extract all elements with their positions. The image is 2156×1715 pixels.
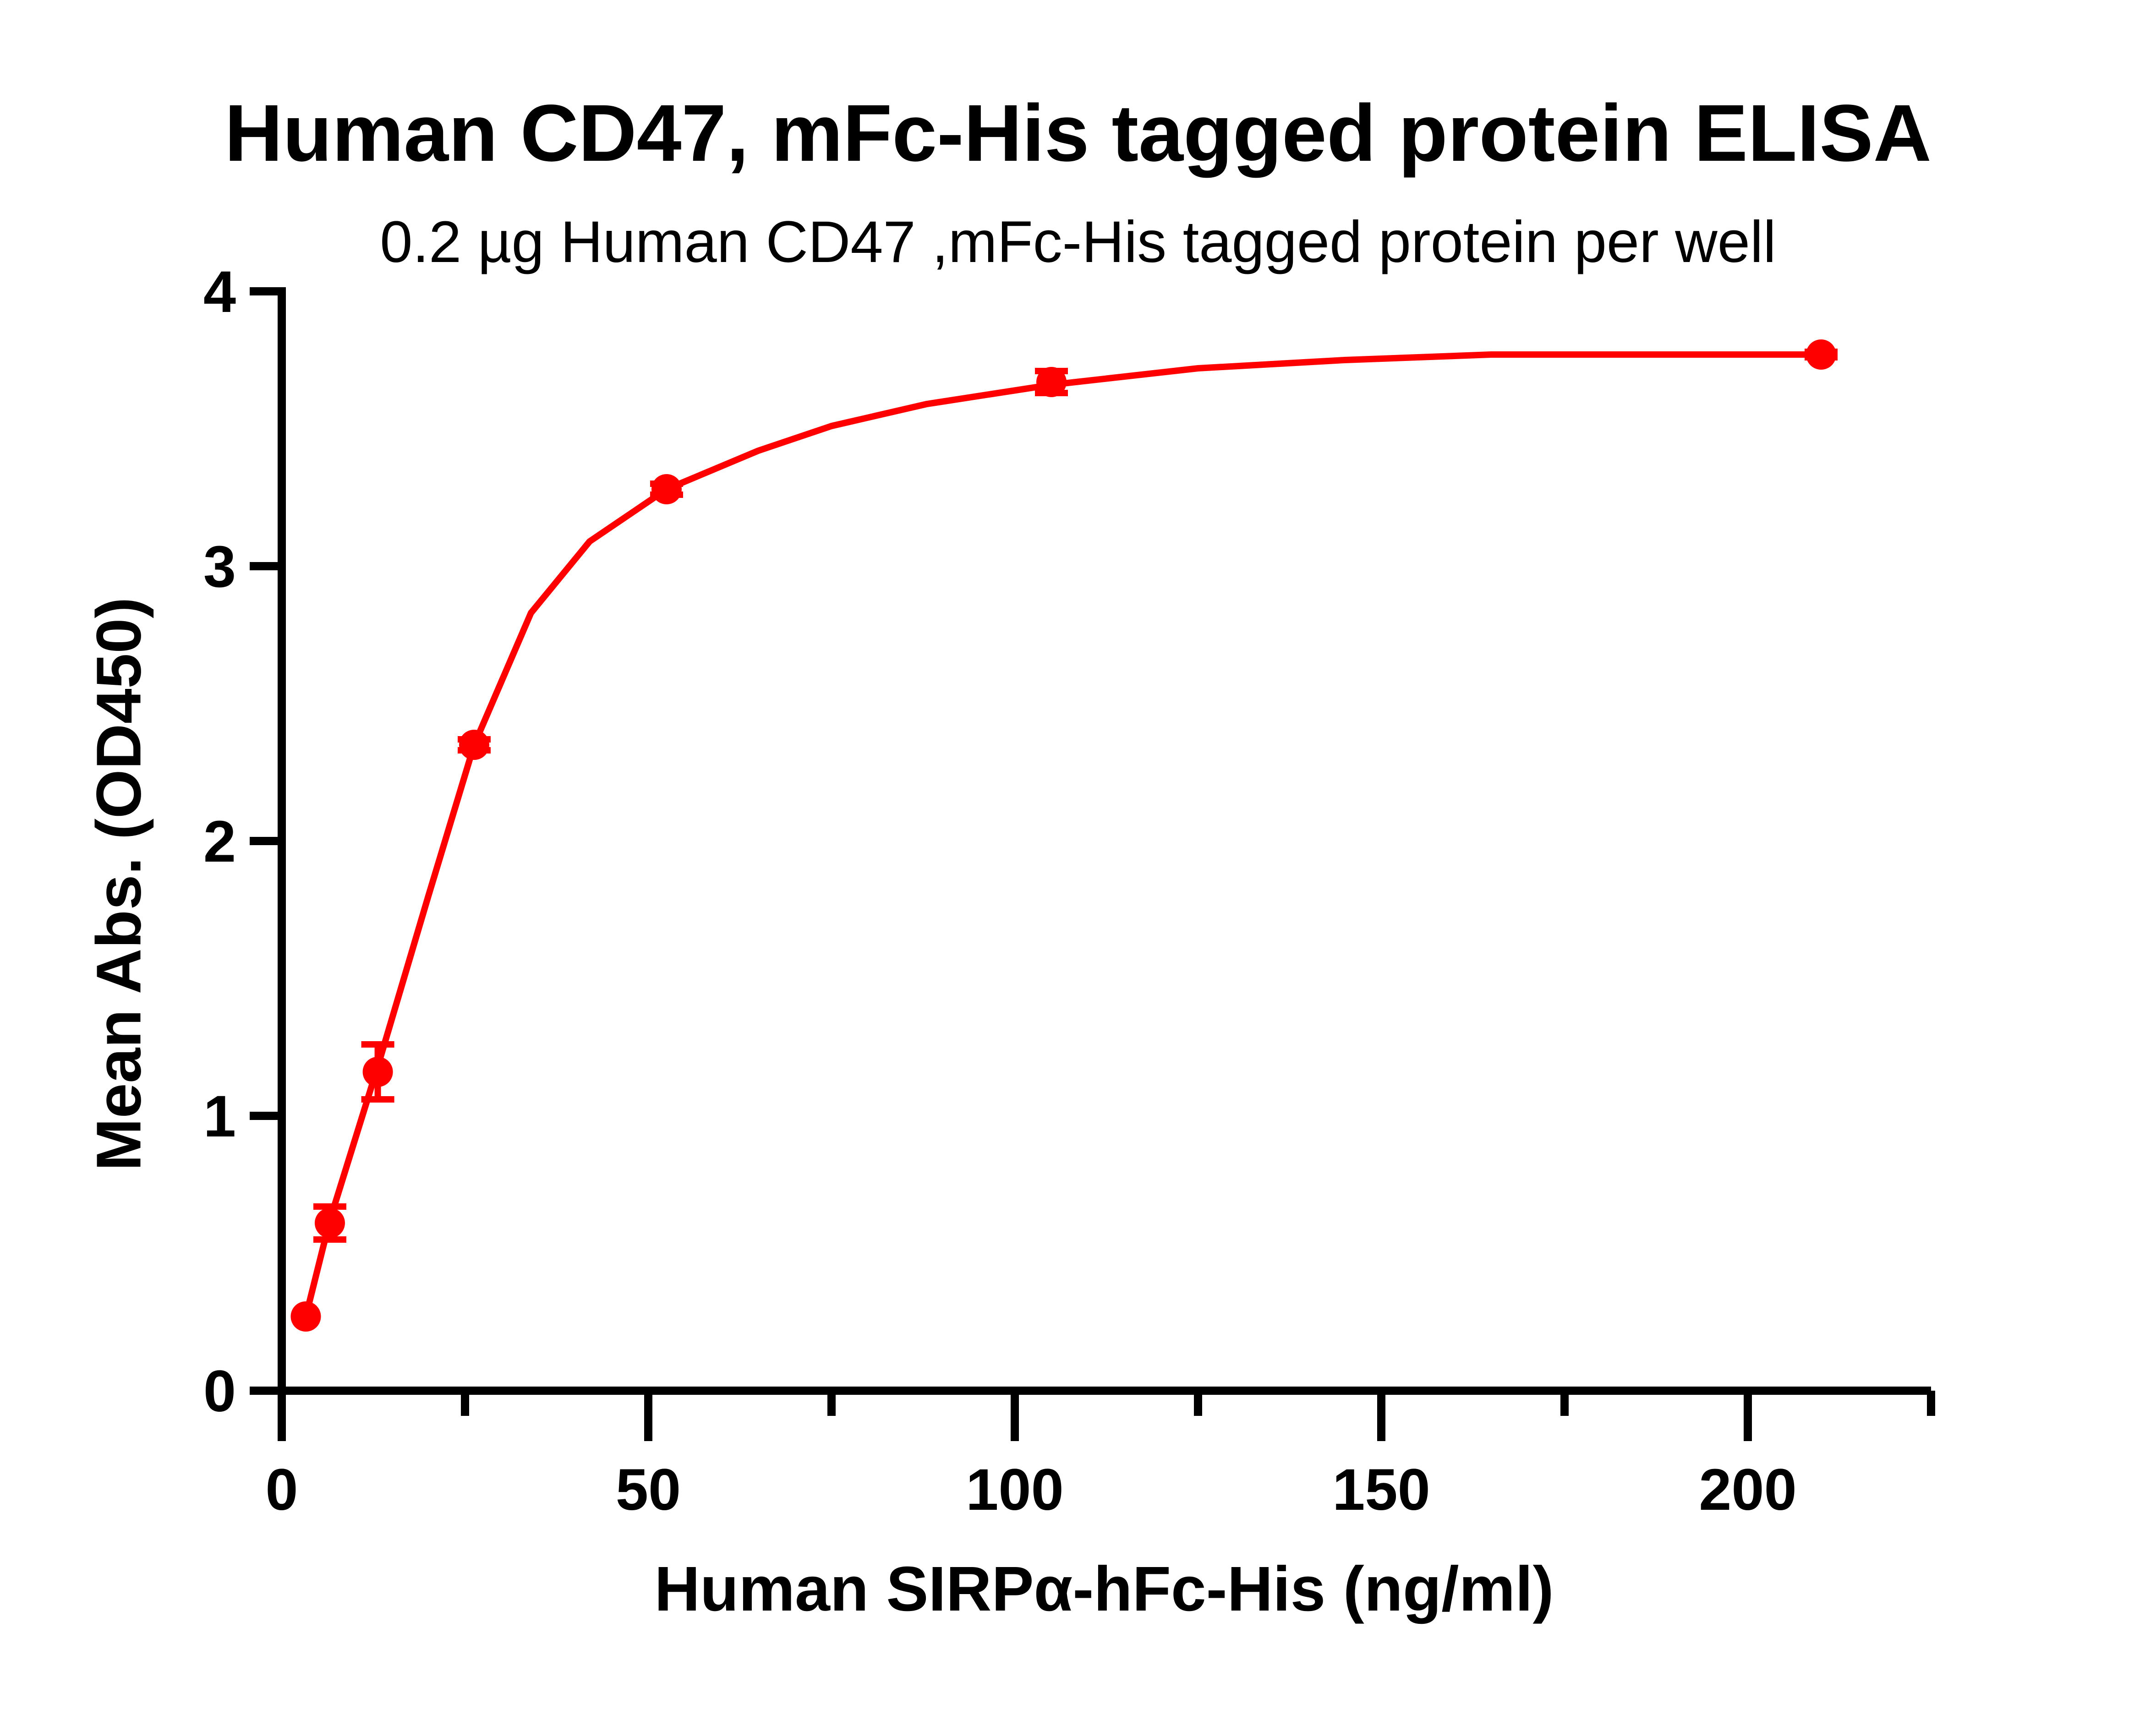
- axes: 0 1 2 3 4 0 50 100 150 200: [203, 259, 1935, 1523]
- fit-curve: [302, 351, 1821, 1317]
- y-tick-label: 2: [203, 809, 236, 874]
- data-points: [290, 339, 1838, 1332]
- data-point-marker: [1036, 367, 1067, 397]
- data-point-marker: [290, 1301, 321, 1332]
- x-tick-label: 50: [616, 1457, 681, 1523]
- data-point-marker: [459, 730, 489, 760]
- y-tick-label: 0: [203, 1359, 236, 1424]
- curve-line: [302, 351, 1821, 1317]
- chart-subtitle: 0.2 µg Human CD47 ,mFc-His tagged protei…: [380, 209, 1776, 275]
- y-tick-label: 1: [203, 1084, 236, 1149]
- y-tick-label: 3: [203, 534, 236, 600]
- x-tick-label: 150: [1332, 1457, 1430, 1523]
- x-tick-label: 200: [1699, 1457, 1797, 1523]
- data-point-marker: [1806, 339, 1836, 370]
- x-tick-label: 0: [265, 1457, 298, 1523]
- x-axis-label: Human SIRPα-hFc-His (ng/ml): [654, 1554, 1554, 1624]
- data-point-marker: [362, 1057, 393, 1087]
- y-tick-label: 4: [203, 259, 236, 325]
- x-tick-label: 100: [966, 1457, 1064, 1523]
- chart-title: Human CD47, mFc-His tagged protein ELISA: [224, 88, 1932, 178]
- data-point-marker: [651, 474, 682, 504]
- data-point-marker: [314, 1208, 345, 1238]
